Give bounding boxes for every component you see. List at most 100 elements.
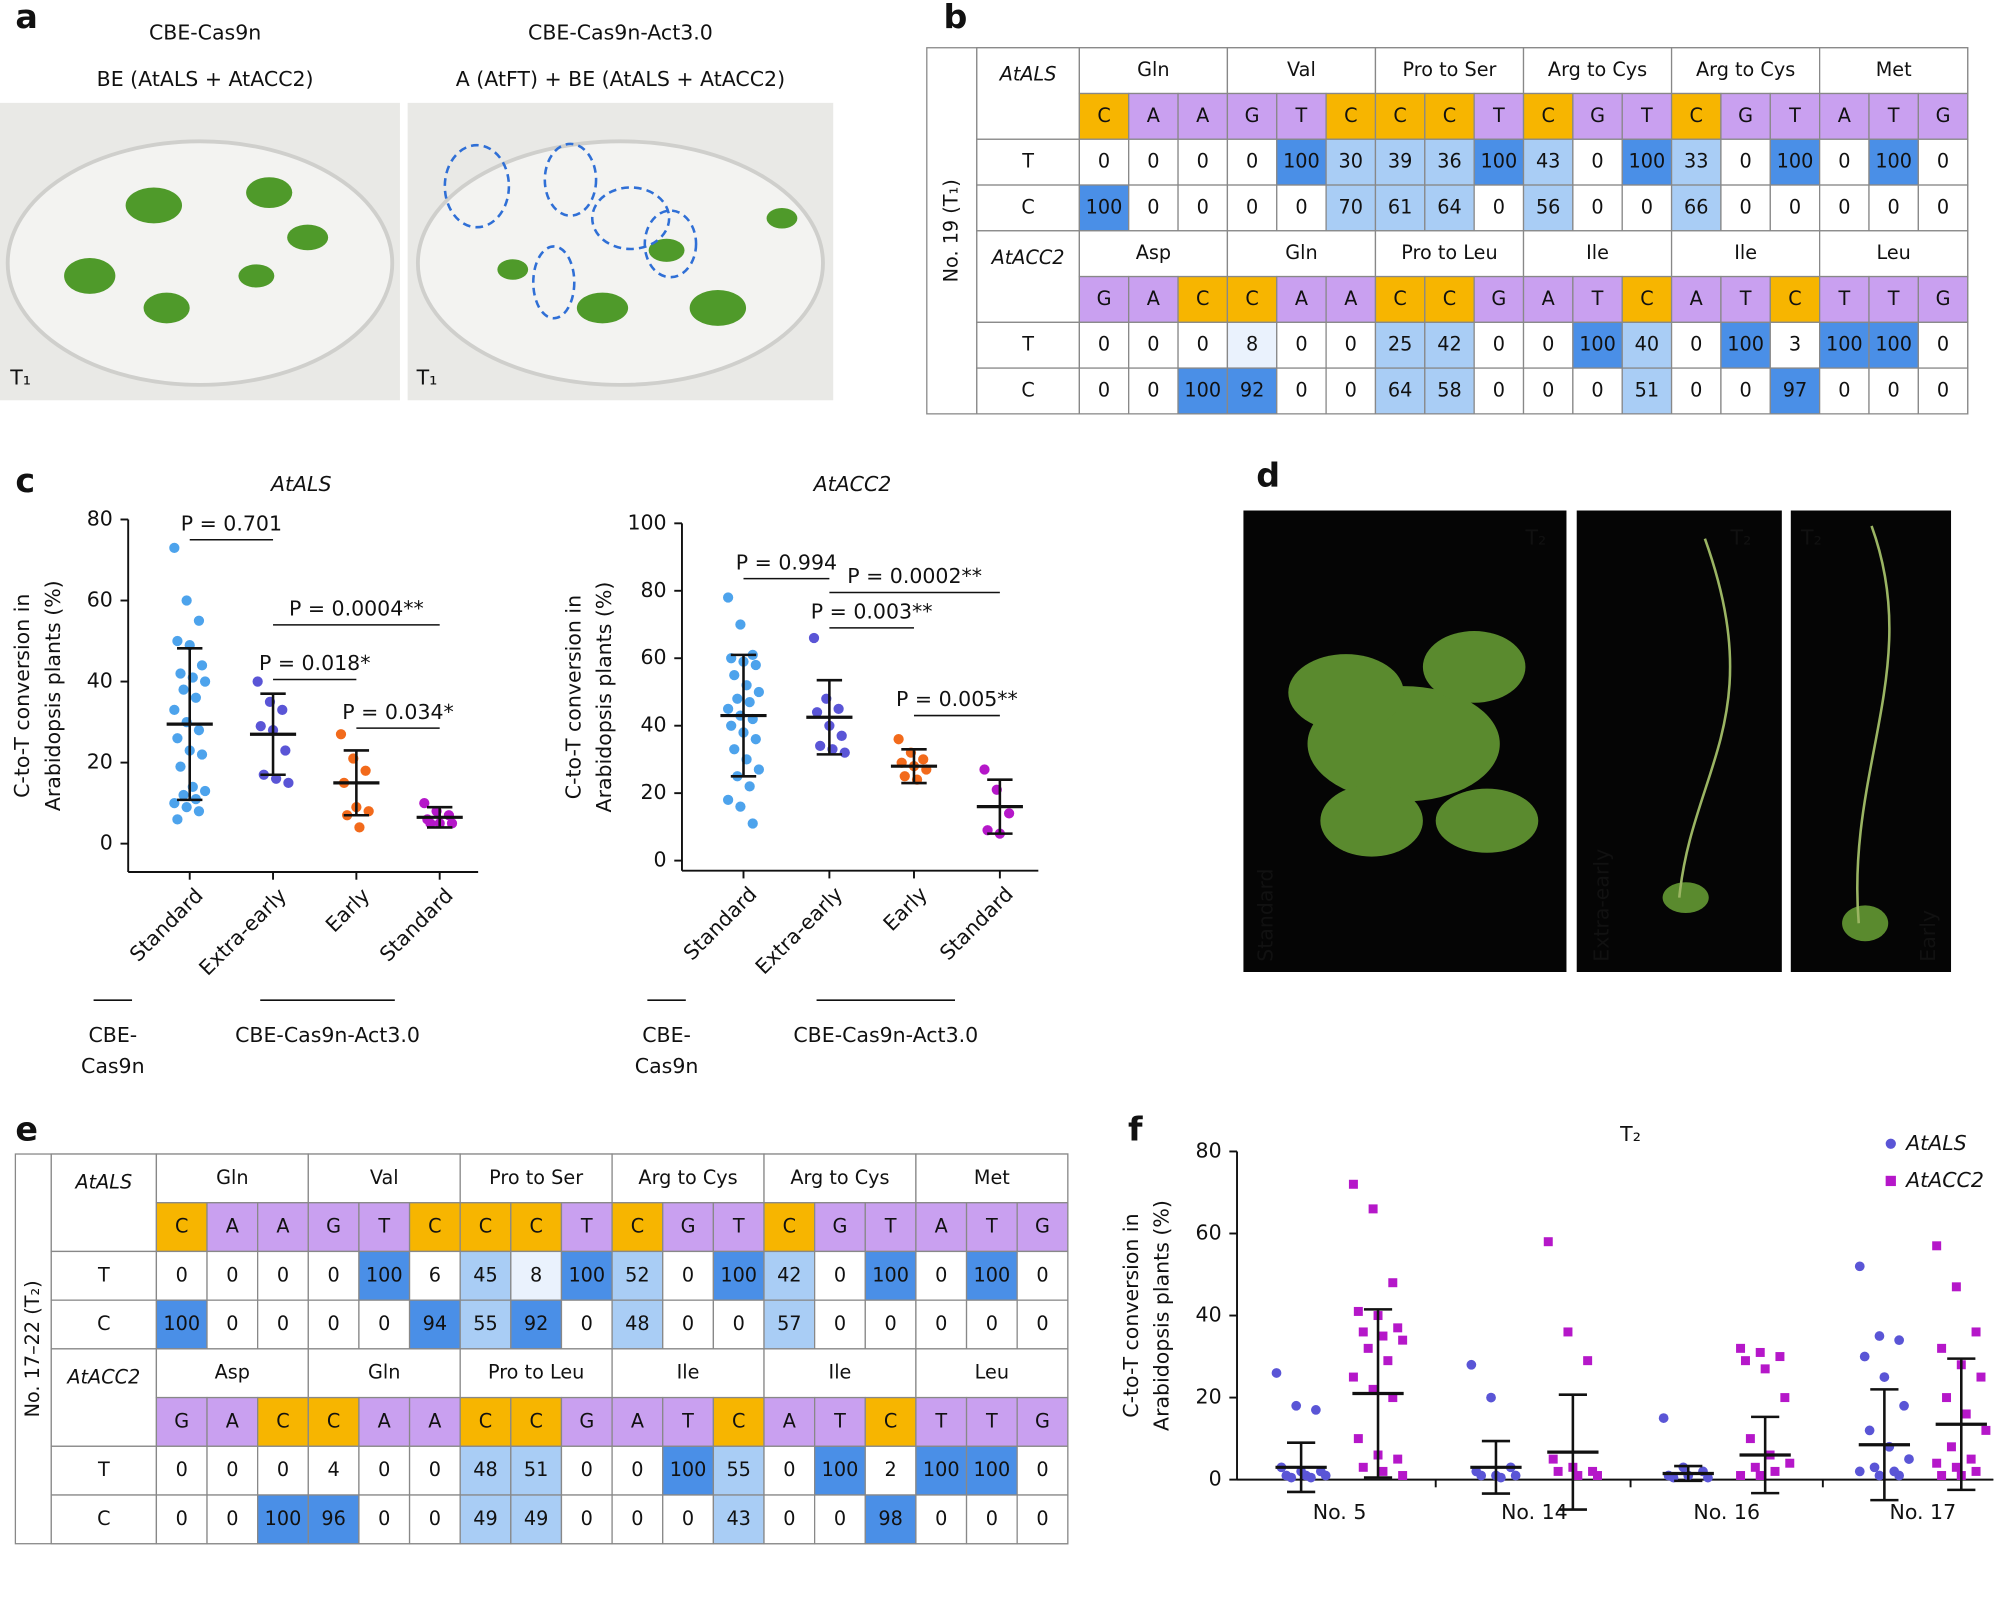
value-cell [1917,184,1969,232]
point [1368,1204,1378,1214]
point [1510,1470,1521,1481]
value-cell [307,1250,360,1301]
table-cell [50,1494,158,1545]
point [836,730,847,741]
cell-value: 100 [1481,150,1518,173]
cell-value: 0 [1147,378,1159,401]
cell-value: 58 [1437,378,1461,401]
base-cell [662,1202,715,1253]
cell-value: 0 [581,1312,593,1335]
base-cell [1572,275,1623,323]
photo-right [407,102,834,401]
cell-value: 0 [378,1312,390,1335]
row-label: C [1021,195,1034,218]
value-cell [915,1299,968,1350]
base-cell [763,1202,816,1253]
point [1358,1327,1368,1337]
panel-letter: e [15,1109,38,1148]
point [1894,1470,1905,1481]
point [1961,1409,1971,1419]
table-cell [50,1348,158,1447]
point [1383,1356,1393,1366]
value-cell [915,1445,968,1496]
point [1755,1347,1765,1357]
cell-value: 100 [1184,378,1221,401]
value-cell [560,1250,613,1301]
point [175,668,186,679]
value-cell [1769,138,1821,186]
base: G [1097,287,1112,310]
group-label: CBE- [642,1023,691,1047]
base: C [428,1215,441,1238]
base: G [1245,104,1260,127]
gene-name: AtALS [998,63,1057,86]
base: G [1936,104,1951,127]
point [833,703,844,714]
value-cell [1226,321,1278,369]
point [1966,1454,1976,1464]
group-label: CBE-Cas9n-Act3.0 [793,1023,978,1047]
point [1378,1466,1388,1476]
cell-value: 0 [1036,1507,1048,1530]
point [335,729,347,740]
cell-value: 51 [1635,378,1659,401]
panel-letter: a [15,0,37,36]
point [255,721,266,732]
value-cell [1720,367,1771,415]
cell-value: 0 [1888,378,1900,401]
base: T [985,1409,998,1432]
y-tick-label: 40 [640,713,666,737]
y-tick-label: 80 [640,578,666,602]
value-cell [611,1299,664,1350]
base: C [327,1409,340,1432]
value-cell [257,1445,309,1496]
cell-value: 56 [1536,195,1560,218]
base: A [1147,287,1160,310]
cell-value: 0 [1690,378,1702,401]
amino-acid: Arg to Cys [790,1166,889,1189]
y-tick-label: 20 [87,750,113,774]
base: C [1443,287,1456,310]
cell-value: 0 [226,1312,238,1335]
point [1358,1462,1368,1472]
point [193,615,205,626]
cell-value: 45 [473,1263,497,1286]
cell-value: 0 [176,1507,188,1530]
base-cell [1818,275,1870,323]
cell-value: 100 [923,1458,960,1481]
value-cell [1325,321,1377,369]
base: T [985,1215,998,1238]
cell-value: 0 [1246,150,1258,173]
cell-value: 0 [935,1507,947,1530]
point [193,725,205,736]
x-tick-label: No. 14 [1501,1500,1568,1524]
y-tick-label: 20 [640,780,666,804]
value-cell [763,1494,816,1545]
table-cell [763,1153,917,1204]
p-value: P = 0.034* [342,700,454,724]
y-axis-label: C-to-T conversion in [561,595,585,799]
point [196,749,208,760]
point [735,801,746,812]
base-cell [307,1202,360,1253]
cell-value: 0 [682,1507,694,1530]
cell-value: 48 [625,1312,649,1335]
base-cell [1769,92,1821,140]
value-cell [712,1445,765,1496]
point [354,822,365,833]
value-cell [1670,184,1722,232]
base: A [935,1215,948,1238]
point [1745,1434,1755,1444]
point [178,684,189,695]
cell-value: 57 [777,1312,801,1335]
base-cell [1276,275,1327,323]
amino-acid: Arg to Cys [1548,58,1647,81]
point [425,818,436,829]
cell-value: 0 [1098,150,1110,173]
value-cell [1016,1299,1069,1350]
value-cell [1078,321,1130,369]
y-tick-label: 20 [1196,1385,1222,1409]
base: C [1541,104,1554,127]
cell-value: 42 [1437,333,1461,356]
point [1981,1425,1991,1435]
